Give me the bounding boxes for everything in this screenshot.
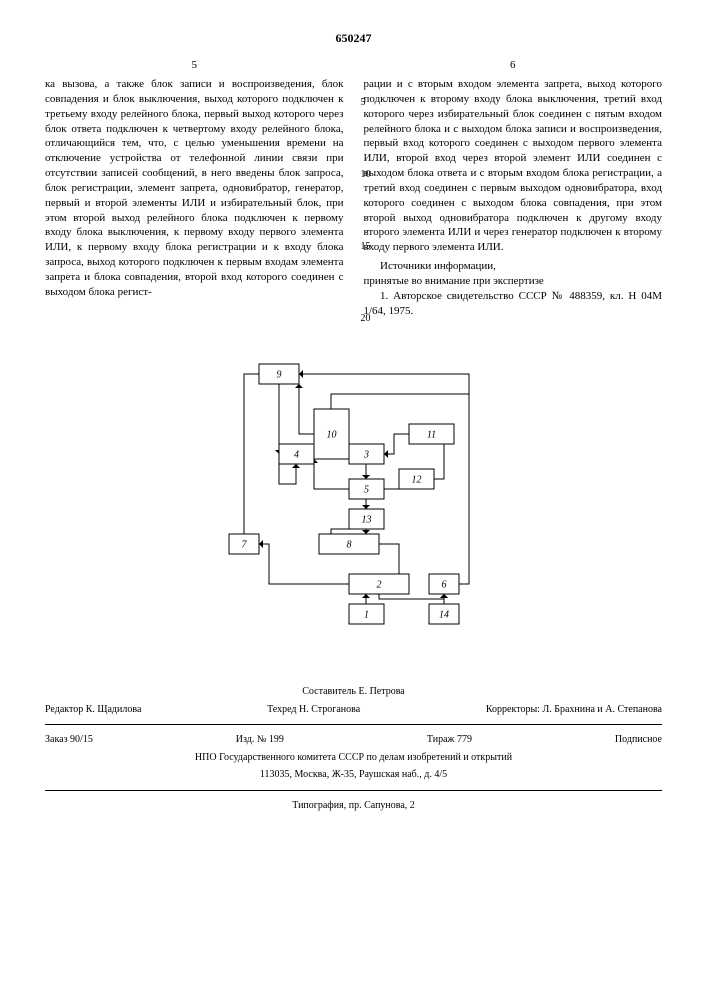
patent-number: 650247 <box>45 30 662 46</box>
left-column: 5 ка вызова, а также блок записи и воспр… <box>45 58 344 318</box>
izd: Изд. № 199 <box>236 733 284 747</box>
svg-text:13: 13 <box>361 514 371 525</box>
svg-text:3: 3 <box>363 449 369 460</box>
sources-item: 1. Авторское свидетельство СССР № 488359… <box>364 289 663 319</box>
svg-text:5: 5 <box>364 484 369 495</box>
col-num-5: 5 <box>45 58 344 73</box>
techred: Техред Н. Строганова <box>267 703 360 717</box>
svg-text:4: 4 <box>294 449 299 460</box>
sources-sub: принятые во внимание при экспертизе <box>364 274 663 289</box>
line-marker: 15 <box>361 240 371 254</box>
line-marker: 5 <box>361 96 366 110</box>
svg-text:12: 12 <box>411 474 421 485</box>
tirazh: Тираж 779 <box>427 733 472 747</box>
typ: Типография, пр. Сапунова, 2 <box>45 797 662 815</box>
svg-text:8: 8 <box>346 539 351 550</box>
text-columns: 5 ка вызова, а также блок записи и воспр… <box>45 58 662 318</box>
sources-title: Источники информации, <box>364 259 663 274</box>
col-num-6: 6 <box>364 58 663 73</box>
right-text: рации и с вторым входом элемента запрета… <box>364 77 663 255</box>
block-diagram: 1234567891011121314 <box>219 349 489 639</box>
line-marker: 20 <box>361 312 371 326</box>
svg-text:1: 1 <box>364 609 369 620</box>
right-column: 5 10 15 20 6 рации и с вторым входом эле… <box>364 58 663 318</box>
svg-text:2: 2 <box>376 579 381 590</box>
svg-text:6: 6 <box>441 579 446 590</box>
order: Заказ 90/15 <box>45 733 93 747</box>
addr: 113035, Москва, Ж-35, Раушская наб., д. … <box>45 766 662 784</box>
svg-text:10: 10 <box>326 429 336 440</box>
podpis: Подписное <box>615 733 662 747</box>
svg-text:14: 14 <box>439 609 449 620</box>
line-marker: 10 <box>361 168 371 182</box>
svg-text:9: 9 <box>276 369 281 380</box>
footer: Составитель Е. Петрова Редактор К. Щадил… <box>45 683 662 814</box>
correctors: Корректоры: Л. Брахнина и А. Степанова <box>486 703 662 717</box>
diagram-container: 1234567891011121314 <box>45 349 662 644</box>
org: НПО Государственного комитета СССР по де… <box>45 749 662 767</box>
left-text: ка вызова, а также блок записи и воспрои… <box>45 77 344 300</box>
svg-text:11: 11 <box>426 429 435 440</box>
editor: Редактор К. Щадилова <box>45 703 141 717</box>
compiler: Составитель Е. Петрова <box>45 683 662 701</box>
